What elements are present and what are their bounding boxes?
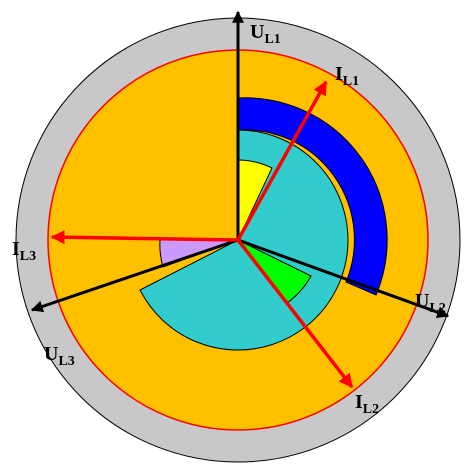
ul3-axis <box>30 238 239 313</box>
ul3-subscript: L3 <box>58 354 74 369</box>
il2-subscript: L2 <box>363 402 379 417</box>
il2-vector <box>236 238 354 389</box>
ul1-letter: U <box>250 21 264 43</box>
il3-label: IL3 <box>12 238 36 264</box>
il3-letter: I <box>12 238 20 260</box>
ul1-subscript: L1 <box>264 32 280 47</box>
ul2-axis <box>237 238 450 318</box>
ul2-letter: U <box>415 290 429 312</box>
il1-letter: I <box>335 63 343 85</box>
il1-label: IL1 <box>335 63 359 89</box>
ul3-label: UL3 <box>44 343 75 369</box>
il2-letter: I <box>355 391 363 413</box>
il1-subscript: L1 <box>343 74 359 89</box>
ul2-subscript: L2 <box>429 301 445 316</box>
il3-subscript: L3 <box>20 249 36 264</box>
ul3-letter: U <box>44 343 58 365</box>
il1-vector <box>236 80 328 241</box>
ul1-label: UL1 <box>250 21 281 47</box>
ul2-label: UL2 <box>415 290 446 316</box>
il3-vector <box>50 230 239 245</box>
il2-label: IL2 <box>355 391 379 417</box>
blue-band-sector <box>237 97 388 296</box>
